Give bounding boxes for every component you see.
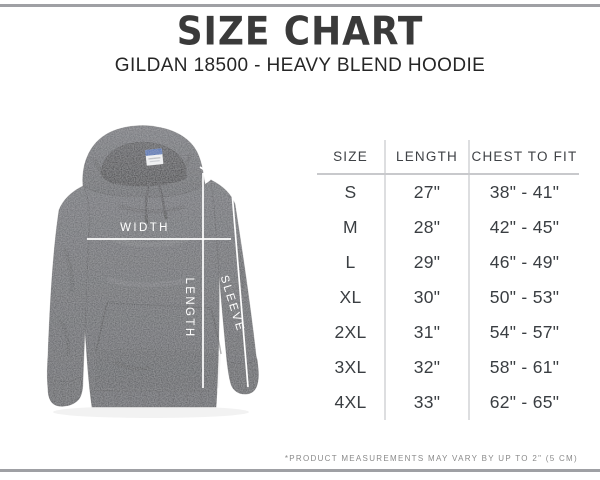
- cell-chest: 62" - 65": [489, 392, 560, 412]
- cell-chest: 46" - 49": [489, 252, 560, 272]
- left-sleeve: [46, 185, 90, 407]
- measurement-overlay: [87, 166, 249, 388]
- sleeve-line: [199, 166, 249, 388]
- cell-chest: 50" - 53": [489, 287, 560, 307]
- table-row: S 27" 38" - 41": [317, 174, 579, 210]
- left-cuff: [47, 376, 82, 407]
- cell-size: 3XL: [317, 350, 386, 385]
- cell-length: 28": [385, 210, 470, 245]
- cell-chest: 58" - 61": [489, 357, 560, 377]
- col-header-length: LENGTH: [385, 140, 470, 175]
- cell-size: 2XL: [317, 315, 386, 350]
- size-table: SIZE LENGTH CHEST TO FIT S 27" 38" - 41"…: [317, 140, 579, 420]
- hoodie-fabric: [46, 125, 259, 408]
- cell-size: 4XL: [317, 385, 386, 420]
- top-divider: [0, 4, 600, 7]
- right-cuff: [230, 358, 259, 395]
- cell-length: 29": [385, 245, 470, 280]
- cell-size: XL: [317, 280, 386, 315]
- cell-size: M: [317, 210, 386, 245]
- cell-chest: 54" - 57": [489, 322, 560, 342]
- hem-band: [90, 390, 218, 408]
- table-row: M 28" 42" - 45": [317, 210, 579, 245]
- table-row: 2XL 31" 54" - 57": [317, 315, 579, 350]
- table-row: L 29" 46" - 49": [317, 245, 579, 280]
- neck-tag: [144, 148, 164, 167]
- cell-size: L: [317, 245, 386, 280]
- product-subtitle: GILDAN 18500 - HEAVY BLEND HOODIE: [114, 55, 486, 76]
- cell-length: 27": [385, 174, 470, 210]
- col-header-chest: CHEST TO FIT: [469, 140, 579, 175]
- table-header-row: SIZE LENGTH CHEST TO FIT: [317, 140, 579, 175]
- cell-length: 30": [385, 280, 470, 315]
- kangaroo-pocket: [95, 302, 222, 355]
- table-row: 3XL 32" 58" - 61": [317, 350, 579, 385]
- cell-chest: 38" - 41": [489, 182, 560, 202]
- cell-length: 31": [385, 315, 470, 350]
- cell-chest: 42" - 45": [489, 217, 560, 237]
- floor-shadow: [53, 406, 249, 418]
- cell-length: 32": [385, 350, 470, 385]
- col-header-size: SIZE: [317, 140, 386, 175]
- table-row: XL 30" 50" - 53": [317, 280, 579, 315]
- width-label: WIDTH: [120, 222, 170, 234]
- page-title: SIZE CHART: [176, 8, 424, 55]
- cell-size: S: [317, 174, 386, 210]
- hoodie-measurement-diagram: WIDTH LENGTH SLEEVE: [46, 125, 259, 418]
- length-label: LENGTH: [183, 277, 195, 338]
- cell-length: 33": [385, 385, 470, 420]
- bottom-divider: [0, 469, 600, 472]
- table-row: 4XL 33" 62" - 65": [317, 385, 579, 420]
- measurement-disclaimer: *PRODUCT MEASUREMENTS MAY VARY BY UP TO …: [284, 454, 578, 463]
